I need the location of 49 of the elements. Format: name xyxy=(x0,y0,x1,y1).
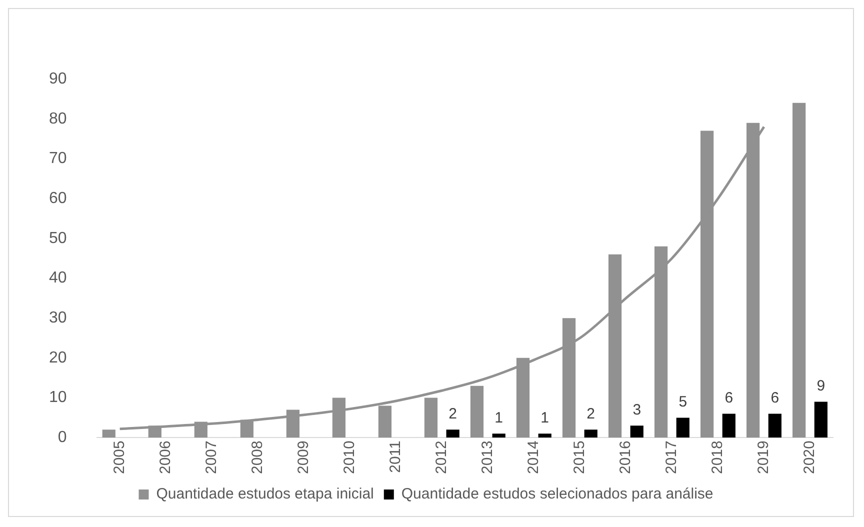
x-tick-label: 2007 xyxy=(202,440,220,474)
y-tick-label: 80 xyxy=(49,110,67,128)
bar xyxy=(630,426,644,438)
y-tick-label: 70 xyxy=(49,150,67,168)
y-tick-label: 90 xyxy=(49,70,67,88)
data-label: 6 xyxy=(770,389,780,406)
y-tick-label: 30 xyxy=(49,309,67,326)
bar xyxy=(446,430,460,438)
bar xyxy=(792,102,806,438)
y-tick-label: 40 xyxy=(49,270,67,287)
data-label: 5 xyxy=(678,393,688,410)
data-label: 1 xyxy=(540,409,550,426)
bar xyxy=(538,434,552,438)
bar xyxy=(424,398,438,438)
y-tick-label: 10 xyxy=(49,389,67,406)
data-label: 2 xyxy=(448,405,457,422)
x-tick-label: 2010 xyxy=(341,440,358,474)
y-tick-label: 20 xyxy=(49,349,67,366)
x-tick-label: 2014 xyxy=(525,440,542,474)
bar xyxy=(102,430,116,438)
x-tick-label: 2018 xyxy=(709,440,726,474)
x-tick-label: 2020 xyxy=(801,440,818,474)
x-tick-label: 2006 xyxy=(156,440,174,474)
x-tick-label: 2012 xyxy=(433,440,450,474)
data-label: 6 xyxy=(724,389,734,406)
x-tick-label: 2015 xyxy=(571,440,588,474)
bar xyxy=(722,414,736,438)
data-label: 2 xyxy=(586,405,596,422)
x-tick-label: 2017 xyxy=(663,440,680,474)
x-tick-label: 2005 xyxy=(110,440,128,474)
data-label: 3 xyxy=(632,401,642,418)
bar xyxy=(492,434,506,438)
y-tick-label: 60 xyxy=(49,190,67,207)
x-tick-label: 2009 xyxy=(294,440,312,474)
y-tick-label: 50 xyxy=(49,230,67,247)
data-label: 1 xyxy=(494,409,504,426)
bar xyxy=(584,430,598,438)
x-tick-label: 2019 xyxy=(755,440,772,474)
bar xyxy=(768,414,782,438)
x-tick-label: 2013 xyxy=(479,440,496,474)
x-tick-label: 2011 xyxy=(387,440,404,473)
bar xyxy=(676,418,690,438)
legend-label: Quantidade estudos etapa inicial xyxy=(156,486,374,503)
y-tick-label: 0 xyxy=(58,429,67,446)
data-label: 9 xyxy=(816,377,826,394)
bar xyxy=(814,402,828,438)
legend-label: Quantidade estudos selecionados para análise xyxy=(401,486,714,503)
x-tick-label: 2008 xyxy=(248,440,266,474)
x-tick-label: 2016 xyxy=(617,440,634,474)
